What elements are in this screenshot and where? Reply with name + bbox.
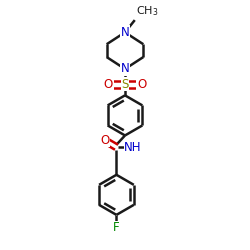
Text: S: S <box>121 78 129 91</box>
Text: O: O <box>100 134 109 147</box>
Text: O: O <box>137 78 146 91</box>
Text: NH: NH <box>124 141 142 154</box>
Text: F: F <box>113 221 120 234</box>
Text: N: N <box>120 62 130 76</box>
Text: N: N <box>120 26 130 39</box>
Text: CH$_3$: CH$_3$ <box>136 4 159 18</box>
Text: O: O <box>104 78 113 91</box>
